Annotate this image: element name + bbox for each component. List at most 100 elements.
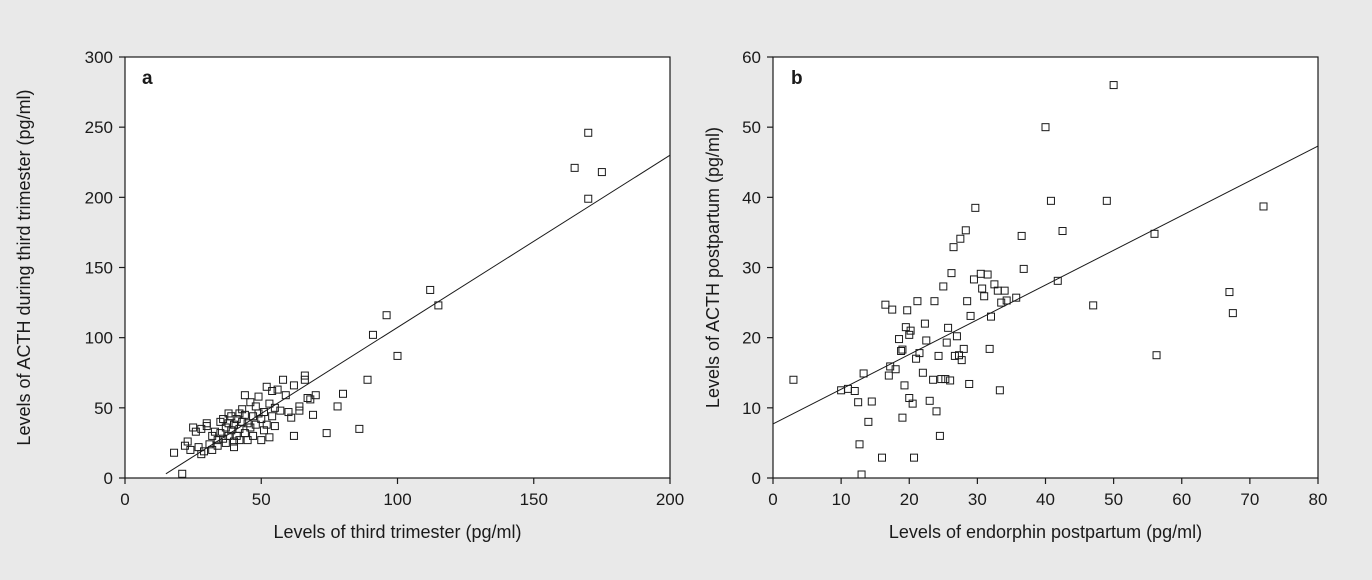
data-point xyxy=(216,417,225,426)
scatter-panel-b: 0 10 20 30 40 50 60 70 80 0 10 20 30 40 50 60 b Levels of… xyxy=(703,48,1327,542)
data-point xyxy=(230,420,238,429)
data-point xyxy=(900,381,909,390)
y-tick-label: 250 xyxy=(85,118,113,137)
data-point xyxy=(197,450,206,459)
data-point xyxy=(270,422,279,431)
data-point xyxy=(878,453,886,462)
data-point xyxy=(232,415,241,424)
x-tick-label: 100 xyxy=(383,490,411,509)
data-point xyxy=(251,420,260,429)
data-point xyxy=(1046,196,1055,205)
data-point xyxy=(1089,301,1098,310)
data-point xyxy=(189,423,198,432)
data-point xyxy=(295,406,304,415)
data-point xyxy=(240,391,249,400)
plot-frame xyxy=(124,56,671,479)
data-point xyxy=(881,300,890,309)
data-point xyxy=(888,305,897,314)
data-point xyxy=(1019,264,1028,273)
panel-letter: a xyxy=(142,68,153,89)
data-point xyxy=(224,431,233,440)
data-point xyxy=(170,448,179,457)
x-tick-label: 10 xyxy=(832,490,851,509)
data-point xyxy=(262,382,271,391)
y-tick-label: 50 xyxy=(94,399,113,418)
data-point xyxy=(208,431,217,440)
data-point xyxy=(969,275,978,284)
data-point xyxy=(884,371,893,380)
x-tick-label: 80 xyxy=(1309,490,1328,509)
data-point xyxy=(363,375,372,384)
data-point xyxy=(1228,309,1237,318)
x-tick-label: 200 xyxy=(656,490,684,509)
data-point xyxy=(1150,229,1159,238)
data-point xyxy=(963,297,972,306)
data-point xyxy=(985,344,994,353)
data-point xyxy=(925,396,934,405)
data-point xyxy=(393,351,402,360)
data-point xyxy=(306,395,315,404)
data-point xyxy=(243,419,252,428)
data-point xyxy=(311,391,320,400)
data-point xyxy=(205,440,214,449)
data-point xyxy=(254,392,263,401)
data-point xyxy=(1053,276,1062,285)
data-point xyxy=(913,297,922,306)
y-axis-label: Levels of ACTH postpartum (pg/ml) xyxy=(703,127,723,408)
data-point xyxy=(355,424,364,433)
data-point xyxy=(864,417,873,426)
data-point xyxy=(309,410,318,419)
data-point xyxy=(857,470,866,479)
data-point xyxy=(903,306,912,315)
data-point xyxy=(957,356,966,365)
x-axis-label: Levels of endorphin postpartum (pg/ml) xyxy=(889,522,1202,542)
x-tick-label: 70 xyxy=(1240,490,1259,509)
data-point xyxy=(276,406,285,415)
data-point xyxy=(952,332,961,341)
data-point xyxy=(246,423,255,432)
data-point xyxy=(178,469,187,478)
data-point xyxy=(339,389,347,398)
data-point xyxy=(210,427,219,436)
data-point xyxy=(966,311,975,320)
data-point xyxy=(898,345,907,354)
data-point xyxy=(934,351,943,360)
y-tick-label: 30 xyxy=(742,259,761,278)
data-point xyxy=(322,429,331,438)
data-point xyxy=(238,405,247,414)
x-tick-label: 50 xyxy=(252,490,271,509)
data-point xyxy=(259,426,268,435)
data-point xyxy=(891,365,900,374)
data-point xyxy=(197,424,206,433)
data-point xyxy=(898,413,907,422)
data-point xyxy=(434,301,443,310)
x-tick-label: 30 xyxy=(968,490,987,509)
data-point xyxy=(257,436,266,445)
data-point xyxy=(268,386,277,395)
data-point xyxy=(243,436,252,445)
data-point xyxy=(230,437,238,446)
data-point xyxy=(959,344,968,353)
data-point xyxy=(1259,202,1268,211)
y-tick-label: 0 xyxy=(752,469,761,488)
data-point xyxy=(944,323,953,332)
data-point xyxy=(1152,351,1161,360)
data-point xyxy=(224,409,233,418)
data-point xyxy=(915,349,924,358)
data-point xyxy=(978,284,987,293)
data-point xyxy=(216,429,225,438)
data-point xyxy=(1017,231,1026,240)
data-point xyxy=(949,243,958,252)
x-tick-label: 40 xyxy=(1036,490,1055,509)
data-point xyxy=(597,168,606,177)
data-point xyxy=(855,440,864,449)
data-point xyxy=(254,409,263,418)
x-tick-label: 150 xyxy=(520,490,548,509)
data-point xyxy=(213,441,222,450)
x-tick-label: 20 xyxy=(900,490,919,509)
data-point xyxy=(1012,293,1021,302)
scatter-panel-a: 0 50 100 150 200 0 50 100 150 200 250 300 a Levels of… xyxy=(14,48,684,542)
data-point xyxy=(918,368,927,377)
y-tick-label: 200 xyxy=(85,188,113,207)
